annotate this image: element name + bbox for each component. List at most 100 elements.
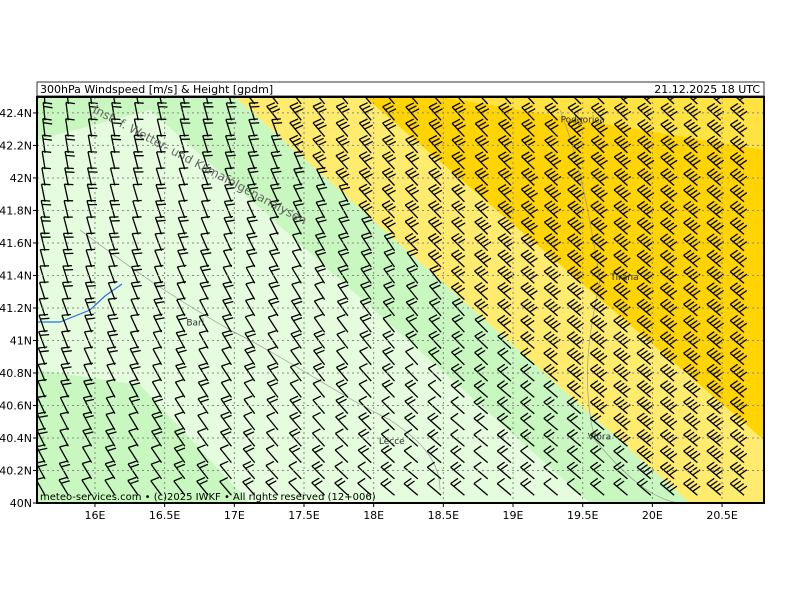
wind-barb (382, 346, 395, 366)
wind-barb (566, 249, 585, 268)
wind-barb (37, 362, 48, 382)
wind-barb (266, 395, 279, 415)
wind-barb (314, 248, 327, 268)
wind-barb (451, 347, 465, 366)
wind-barb (543, 477, 559, 496)
wind-barb (451, 102, 466, 121)
wind-barb (175, 346, 187, 366)
grid (37, 97, 764, 503)
wind-barb (336, 346, 349, 366)
wind-barb (729, 184, 748, 203)
wind-barb (315, 199, 327, 219)
wind-barb (60, 362, 72, 382)
wind-barb (520, 184, 539, 203)
wind-barb (496, 380, 512, 398)
wind-barb (520, 396, 535, 415)
wind-barb (498, 118, 513, 138)
wind-barb (428, 330, 442, 349)
wind-barb (312, 379, 326, 398)
wind-barb (497, 249, 515, 268)
wind-barb (613, 428, 631, 447)
wind-barb (290, 346, 302, 366)
wind-barb (544, 102, 559, 121)
wind-barb (683, 119, 701, 138)
wind-barb (382, 118, 397, 138)
wind-barb (544, 135, 559, 154)
wind-barb (543, 396, 559, 415)
wind-barb (405, 281, 419, 301)
wind-barb (111, 101, 122, 121)
wind-barb (136, 97, 139, 105)
wind-barb (335, 395, 349, 415)
wind-barb (113, 97, 116, 105)
wind-barb (105, 427, 117, 447)
wind-barb (497, 184, 513, 203)
wind-barb (683, 102, 701, 121)
wind-barb (267, 313, 279, 333)
wind-barb (152, 346, 163, 366)
lon-label: 20.5E (706, 509, 737, 522)
wind-barb (497, 167, 513, 186)
wind-barb (566, 428, 582, 447)
wind-barb (428, 183, 443, 203)
wind-barb (544, 184, 562, 203)
wind-barb (636, 347, 654, 366)
wind-barb (246, 215, 258, 235)
wind-barb (132, 167, 144, 186)
wind-barb (129, 329, 140, 349)
wind-barb (429, 265, 442, 284)
wind-barb (359, 313, 372, 333)
wind-barb (219, 477, 232, 496)
wind-barb (404, 200, 420, 219)
wind-barb (567, 118, 585, 138)
wind-barb (683, 217, 701, 235)
wind-barb (406, 265, 419, 284)
wind-barb (265, 444, 279, 464)
wind-barb (637, 135, 655, 154)
wind-barb (313, 346, 326, 366)
wind-barb (150, 444, 163, 463)
wind-barb (613, 347, 631, 366)
wind-barb (706, 102, 725, 121)
wind-barb (428, 346, 442, 366)
wind-barb (382, 102, 397, 121)
wind-barb (474, 184, 489, 203)
wind-barb (110, 134, 122, 154)
wind-barb (590, 151, 608, 170)
wind-barb (243, 378, 256, 398)
wind-barb (86, 216, 96, 235)
wind-barb (41, 167, 51, 186)
wind-barb (613, 445, 628, 464)
wind-barb (660, 168, 678, 186)
lat-label: 41.6N (0, 237, 32, 250)
wind-barb (179, 134, 190, 154)
wind-barb (706, 331, 724, 349)
wind-barb (173, 444, 186, 463)
wind-barb (202, 118, 214, 137)
wind-barb (706, 412, 724, 431)
wind-barb (497, 330, 512, 349)
wind-barb (683, 428, 701, 447)
wind-barb (335, 379, 349, 398)
wind-barb (451, 314, 465, 333)
wind-barb (202, 102, 214, 121)
wind-barb (177, 215, 189, 235)
wind-barb (589, 363, 608, 382)
wind-barb (313, 297, 326, 317)
wind-barb (613, 331, 631, 349)
wind-barb (292, 183, 305, 203)
wind-barb (178, 183, 188, 203)
wind-barb (427, 216, 443, 235)
wind-barb (636, 298, 654, 317)
wind-barb (636, 477, 652, 496)
wind-barb (404, 379, 419, 398)
wind-barb (659, 363, 678, 382)
wind-barb (729, 200, 748, 219)
wind-barb (289, 379, 302, 398)
wind-barb (659, 396, 678, 415)
wind-barb (474, 282, 489, 301)
wind-barb (292, 215, 304, 235)
wind-barb (520, 200, 539, 219)
wind-barb (590, 265, 608, 284)
wind-barb (521, 135, 536, 154)
